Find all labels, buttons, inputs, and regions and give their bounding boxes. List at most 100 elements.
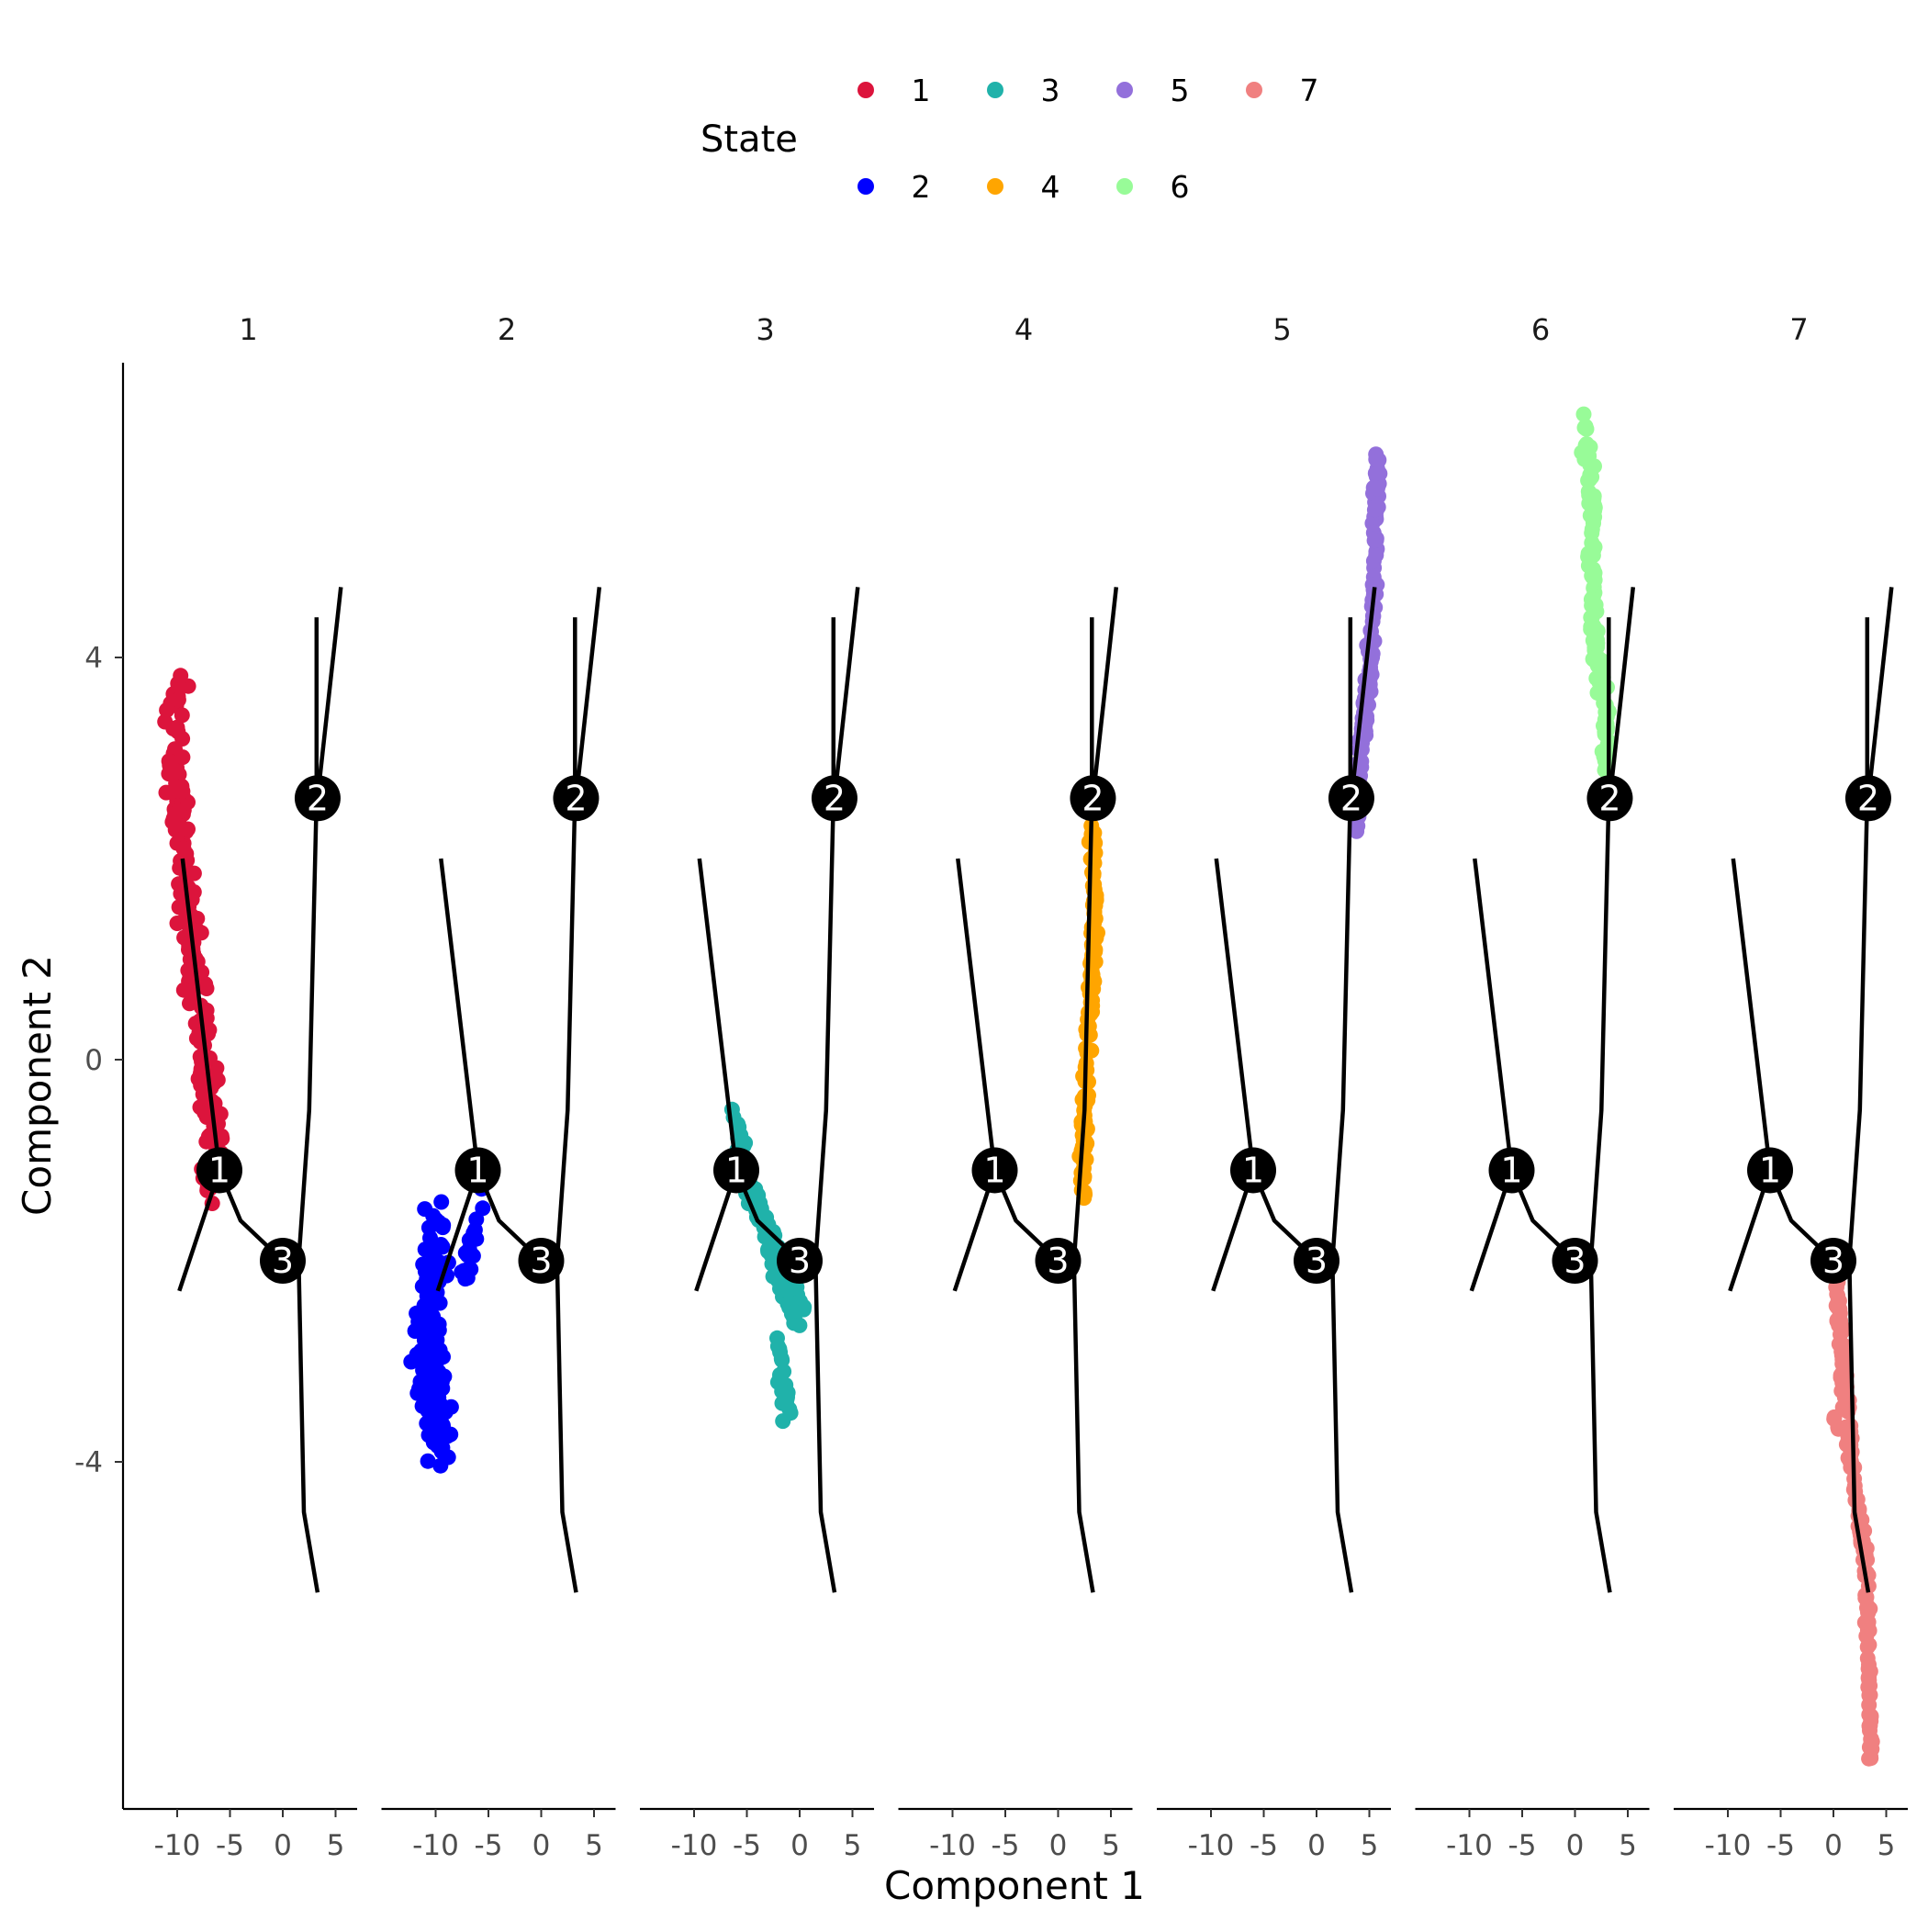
trajectory-line xyxy=(1330,617,1354,1593)
branch-point-marker xyxy=(1328,775,1374,822)
data-point xyxy=(171,803,187,819)
trajectory-line xyxy=(1071,617,1095,1593)
data-point xyxy=(772,1373,789,1389)
data-point xyxy=(1832,1305,1848,1321)
data-point xyxy=(1368,547,1384,564)
facet-strip-label: 1 xyxy=(239,312,257,347)
facet-panel-5: -10 -5 0 5 1 2 3 xyxy=(1157,446,1391,1862)
data-point xyxy=(1586,617,1601,634)
data-point xyxy=(1367,465,1384,481)
trajectory-line xyxy=(956,858,1060,1263)
data-point xyxy=(730,1116,746,1132)
data-point xyxy=(1842,1453,1858,1469)
x-tick-label: 0 xyxy=(1824,1829,1843,1862)
data-point xyxy=(1075,1068,1092,1084)
trajectory-line xyxy=(1847,617,1871,1593)
branch-point-marker xyxy=(1586,775,1633,822)
data-point xyxy=(430,1423,446,1440)
branch-point-marker xyxy=(260,1238,306,1284)
facet-panel-3: -10 -5 0 5 1 2 3 xyxy=(640,587,874,1862)
data-point xyxy=(175,982,192,998)
branch-point-marker xyxy=(553,775,600,822)
trajectory-line xyxy=(1866,587,1894,799)
data-point xyxy=(165,721,182,736)
data-point xyxy=(429,1388,445,1405)
data-point xyxy=(420,1373,436,1389)
data-point xyxy=(1835,1351,1851,1367)
data-point xyxy=(1079,1088,1095,1105)
x-tick-label: -10 xyxy=(412,1829,459,1862)
branch-point-label: 3 xyxy=(1306,1241,1328,1281)
data-point xyxy=(174,778,190,794)
data-point xyxy=(1598,716,1615,732)
data-point xyxy=(1586,630,1602,646)
legend-key-2 xyxy=(858,178,874,195)
facet-panel-1: -10 -5 0 5 1 2 3 xyxy=(123,587,357,1862)
x-tick-label: -10 xyxy=(671,1829,718,1862)
trajectory-line xyxy=(1588,617,1612,1593)
trajectory-line xyxy=(1349,587,1377,799)
data-point xyxy=(1861,1657,1877,1673)
data-point xyxy=(413,1308,429,1323)
legend-label-4: 4 xyxy=(1041,169,1060,205)
legend-title: State xyxy=(701,118,798,161)
x-tick-label: 0 xyxy=(1049,1829,1068,1862)
facet-panel-6: -10 -5 0 5 1 2 3 xyxy=(1415,406,1650,1862)
x-tick-label: -5 xyxy=(733,1829,761,1862)
data-point xyxy=(1861,1739,1878,1756)
facet-panel-7: -10 -5 0 5 1 2 3 xyxy=(1674,587,1908,1862)
trajectory-line xyxy=(555,617,578,1593)
data-point xyxy=(174,707,190,724)
branch-point-label: 3 xyxy=(272,1241,294,1281)
branch-point-label: 3 xyxy=(1564,1241,1586,1281)
data-point xyxy=(1582,466,1598,483)
data-point xyxy=(1369,480,1385,497)
y-tick-label: 4 xyxy=(84,642,103,675)
data-point xyxy=(198,981,215,996)
legend-label-6: 6 xyxy=(1171,169,1190,205)
branch-point-label: 1 xyxy=(1759,1150,1781,1190)
branch-point-label: 1 xyxy=(725,1150,747,1190)
branch-point-marker xyxy=(1294,1238,1340,1284)
x-tick-label: 5 xyxy=(585,1829,603,1862)
branch-point-marker xyxy=(1230,1147,1276,1194)
x-tick-label: 0 xyxy=(274,1829,292,1862)
data-point xyxy=(440,1449,456,1466)
branch-point-label: 1 xyxy=(1242,1150,1264,1190)
legend-label-7: 7 xyxy=(1300,73,1319,108)
branch-point-marker xyxy=(1488,1147,1535,1194)
trajectory-line xyxy=(574,587,602,799)
data-point xyxy=(1593,669,1609,686)
branch-point-marker xyxy=(454,1147,501,1194)
trajectory-line xyxy=(1731,858,1835,1263)
x-tick-label: -5 xyxy=(1508,1829,1537,1862)
legend-key-3 xyxy=(987,82,1003,98)
data-point xyxy=(433,1194,450,1210)
branch-point-label: 3 xyxy=(789,1241,811,1281)
legend-label-2: 2 xyxy=(912,169,931,205)
x-tick-label: 5 xyxy=(1878,1829,1896,1862)
legend-label-1: 1 xyxy=(912,73,931,108)
x-tick-label: -10 xyxy=(1188,1829,1235,1862)
trajectory-line xyxy=(439,858,544,1263)
data-point xyxy=(188,1030,205,1047)
branch-point-label: 1 xyxy=(1500,1150,1522,1190)
data-point xyxy=(163,754,179,770)
branch-point-label: 1 xyxy=(983,1150,1005,1190)
branch-point-marker xyxy=(713,1147,759,1194)
facet-strip-label: 5 xyxy=(1272,312,1291,347)
x-tick-label: -5 xyxy=(1766,1829,1795,1862)
data-point xyxy=(425,1208,442,1224)
trajectory-line xyxy=(1473,858,1577,1263)
trajectory-line xyxy=(832,587,860,799)
data-point xyxy=(1366,533,1383,549)
branch-point-marker xyxy=(971,1147,1018,1194)
branch-point-label: 2 xyxy=(307,778,329,818)
data-point xyxy=(443,1398,459,1415)
branch-point-label: 3 xyxy=(530,1241,552,1281)
x-tick-label: -5 xyxy=(992,1829,1020,1862)
data-point xyxy=(435,1369,452,1385)
data-point xyxy=(468,1230,485,1247)
data-point xyxy=(1858,1589,1875,1605)
